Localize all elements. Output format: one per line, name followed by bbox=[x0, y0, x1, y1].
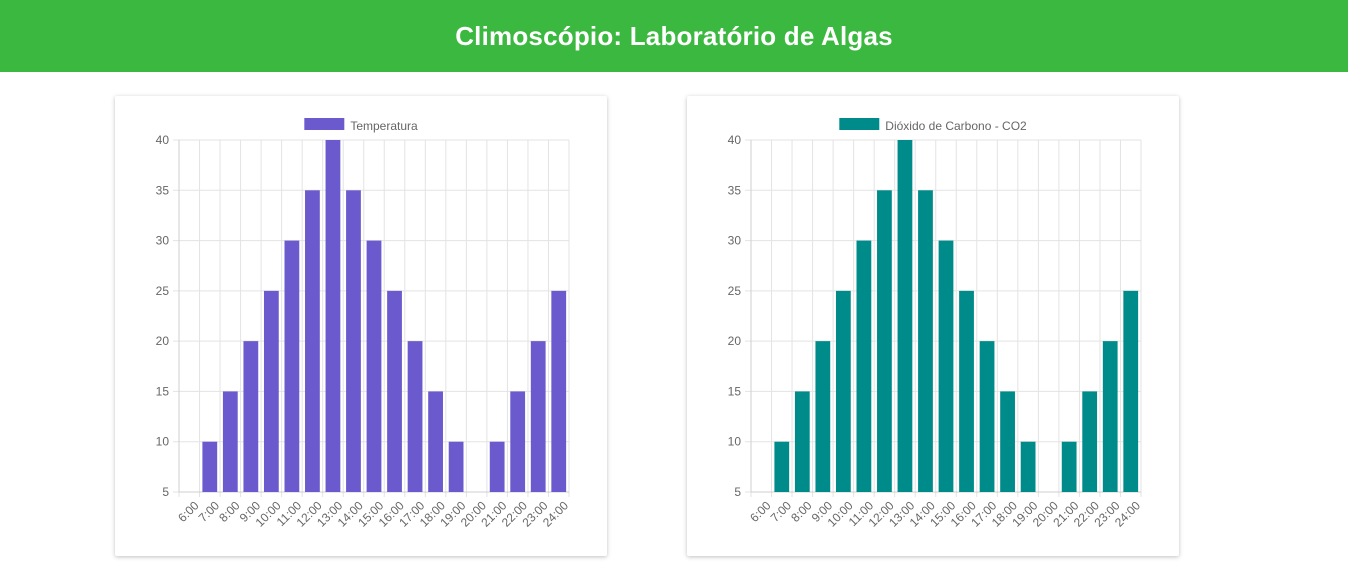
bar-1000[interactable] bbox=[263, 290, 279, 492]
y-tick-label: 30 bbox=[728, 234, 742, 248]
y-tick-label: 15 bbox=[728, 384, 742, 398]
app-header: Climoscópio: Laboratório de Algas bbox=[0, 0, 1348, 72]
bar-1200[interactable] bbox=[877, 190, 892, 492]
bar-1700[interactable] bbox=[407, 341, 423, 492]
bar-1700[interactable] bbox=[979, 341, 995, 492]
bar-1600[interactable] bbox=[959, 290, 974, 492]
bar-2300[interactable] bbox=[1102, 341, 1118, 492]
bar-2200[interactable] bbox=[1082, 391, 1098, 492]
y-tick-label: 40 bbox=[728, 133, 742, 147]
co2-chart-card: Dióxido de Carbono - CO2 5 10 15 20 25 30 35 40 6… bbox=[687, 96, 1179, 556]
bar-700[interactable] bbox=[774, 441, 790, 492]
y-tick-label: 20 bbox=[156, 334, 170, 348]
bar-2100[interactable] bbox=[1061, 441, 1077, 492]
y-tick-label: 25 bbox=[156, 284, 170, 298]
bar-900[interactable] bbox=[243, 341, 259, 492]
legend-swatch bbox=[839, 118, 880, 130]
y-tick-label: 5 bbox=[162, 485, 169, 499]
bar-1300[interactable] bbox=[897, 140, 913, 492]
bar-2300[interactable] bbox=[530, 341, 546, 492]
y-tick-label: 35 bbox=[156, 183, 170, 197]
bar-1400[interactable] bbox=[918, 190, 933, 492]
bar-1100[interactable] bbox=[856, 240, 872, 492]
bar-1800[interactable] bbox=[428, 391, 443, 492]
temperature-legend[interactable]: Temperatura bbox=[304, 118, 418, 133]
bar-1900[interactable] bbox=[448, 441, 464, 492]
bar-2200[interactable] bbox=[510, 391, 526, 492]
y-tick-label: 10 bbox=[156, 435, 170, 449]
bar-1300[interactable] bbox=[325, 140, 341, 492]
y-tick-label: 5 bbox=[734, 485, 741, 499]
bar-1200[interactable] bbox=[305, 190, 320, 492]
co2-bars bbox=[774, 140, 1139, 492]
legend-label: Temperatura bbox=[350, 119, 418, 133]
temperature-bar-chart: Temperatura5101520253035406:007:008:009:… bbox=[156, 118, 571, 530]
bar-1500[interactable] bbox=[938, 240, 954, 492]
legend-swatch bbox=[304, 118, 345, 130]
legend-label: Dióxido de Carbono - CO2 bbox=[885, 119, 1027, 133]
bar-1900[interactable] bbox=[1020, 441, 1036, 492]
y-tick-label: 30 bbox=[156, 234, 170, 248]
bar-2100[interactable] bbox=[489, 441, 505, 492]
page-title: Climoscópio: Laboratório de Algas bbox=[455, 20, 893, 51]
bar-1600[interactable] bbox=[387, 290, 402, 492]
bar-1000[interactable] bbox=[835, 290, 851, 492]
bar-1800[interactable] bbox=[1000, 391, 1015, 492]
bar-800[interactable] bbox=[794, 391, 810, 492]
y-tick-label: 25 bbox=[728, 284, 742, 298]
bar-1100[interactable] bbox=[284, 240, 300, 492]
y-tick-label: 35 bbox=[728, 183, 742, 197]
y-tick-label: 40 bbox=[156, 133, 170, 147]
temperature-bars bbox=[202, 140, 567, 492]
temperature-chart-card: Temperatura 5 10 15 20 25 30 35 40 6:00 7:00 8:00 9:… bbox=[115, 96, 607, 556]
bar-900[interactable] bbox=[815, 341, 831, 492]
y-tick-label: 20 bbox=[728, 334, 742, 348]
y-tick-label: 15 bbox=[156, 384, 170, 398]
bar-700[interactable] bbox=[202, 441, 218, 492]
bar-1400[interactable] bbox=[346, 190, 361, 492]
co2-legend[interactable]: Dióxido de Carbono - CO2 bbox=[839, 118, 1027, 133]
co2-bar-chart: Dióxido de Carbono - CO25101520253035406… bbox=[728, 118, 1143, 530]
bar-2400[interactable] bbox=[551, 290, 567, 492]
bar-2400[interactable] bbox=[1123, 290, 1139, 492]
y-tick-label: 10 bbox=[728, 435, 742, 449]
temperature-grid bbox=[173, 139, 570, 497]
bar-1500[interactable] bbox=[366, 240, 382, 492]
bar-800[interactable] bbox=[222, 391, 238, 492]
